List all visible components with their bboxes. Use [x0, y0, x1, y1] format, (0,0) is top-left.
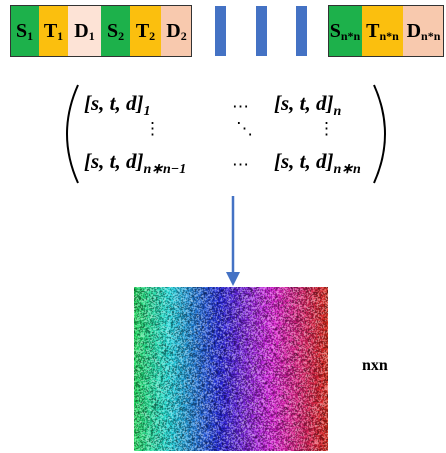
gap-bar-3 [296, 6, 307, 56]
arrow-head [226, 272, 240, 286]
std-matrix: [s, t, d]1 ⋯ [s, t, d]n ⋮ ⋱ ⋮ [s, t, d]n… [60, 83, 392, 185]
image-size-label: nxn [362, 357, 388, 374]
hdots-bottom: ⋯ [232, 155, 249, 175]
matrix-entry-bottom-left: [s, t, d]n∗n−1 [84, 149, 187, 178]
ddots-center: ⋱ [236, 119, 253, 139]
vdots-right: ⋮ [318, 119, 335, 139]
strip-border-right [328, 5, 444, 57]
vdots-left: ⋮ [144, 119, 161, 139]
gap-bar-1 [215, 6, 226, 56]
matrix-entry-top-right: [s, t, d]n [274, 91, 342, 120]
hdots-top: ⋯ [232, 97, 249, 117]
matrix-entry-bottom-right: [s, t, d]n∗n [274, 149, 361, 178]
matrix-brackets [66, 84, 386, 184]
matrix-entry-top-left: [s, t, d]1 [84, 91, 151, 120]
down-arrow-icon [226, 196, 240, 286]
generated-noise-image [134, 287, 328, 451]
gap-bar-2 [256, 6, 267, 56]
strip-border-left [10, 5, 192, 57]
